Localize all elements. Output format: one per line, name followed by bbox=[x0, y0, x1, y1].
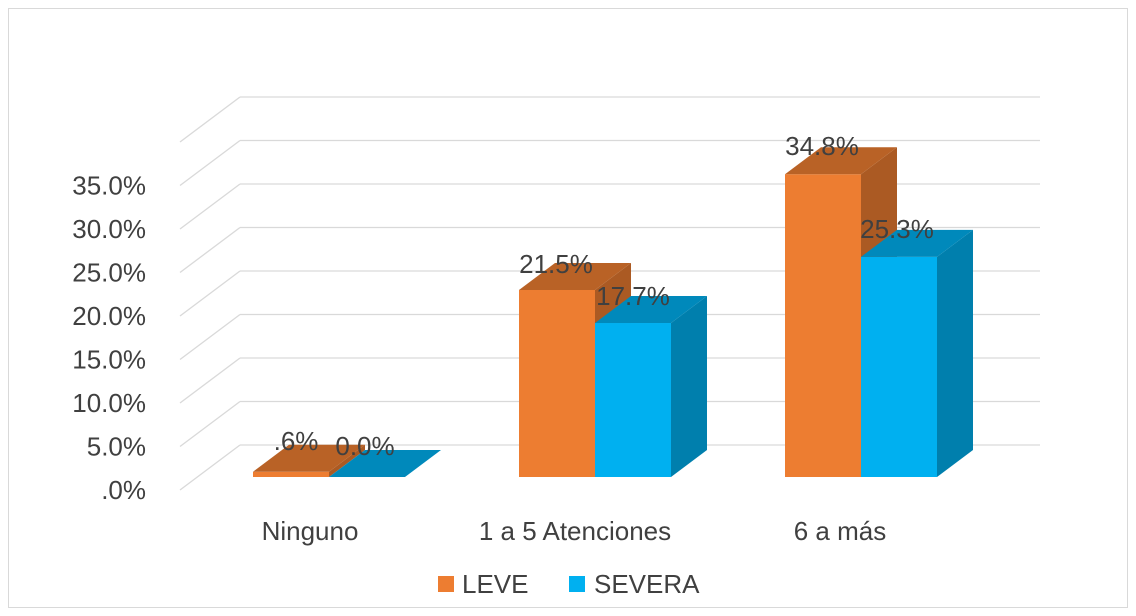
gridline-side bbox=[179, 183, 241, 230]
gridline-side bbox=[179, 96, 241, 143]
y-tick-label: 10.0% bbox=[72, 388, 146, 418]
y-tick-label: 20.0% bbox=[72, 301, 146, 331]
y-tick-label: 30.0% bbox=[72, 214, 146, 244]
x-category-label: 1 a 5 Atenciones bbox=[479, 516, 671, 546]
y-tick-label: .0% bbox=[101, 475, 146, 505]
gridline-side bbox=[179, 270, 241, 317]
x-category-label: 6 a más bbox=[794, 516, 887, 546]
y-tick-label: 5.0% bbox=[87, 432, 146, 462]
gridline-side bbox=[179, 139, 241, 187]
bar-top bbox=[329, 450, 441, 477]
y-tick-label: 15.0% bbox=[72, 345, 146, 375]
legend-swatch bbox=[569, 576, 585, 592]
bar-top bbox=[519, 262, 631, 290]
gridline-side bbox=[179, 357, 241, 404]
legend-label: SEVERA bbox=[594, 569, 700, 599]
y-tick-label: 35.0% bbox=[72, 171, 146, 201]
bar-front bbox=[253, 471, 329, 477]
y-tick-label: 25.0% bbox=[72, 258, 146, 288]
legend-label: LEVE bbox=[462, 569, 529, 599]
gridline-side bbox=[179, 444, 241, 491]
bar-front bbox=[785, 174, 861, 478]
legend-swatch bbox=[438, 576, 454, 592]
data-label: 21.5% bbox=[519, 249, 593, 279]
bar-front bbox=[595, 323, 671, 477]
bar-top bbox=[595, 296, 707, 324]
bar-top bbox=[861, 229, 973, 257]
gridline-side bbox=[179, 313, 241, 361]
data-label: 0.0% bbox=[335, 431, 394, 461]
bar-top bbox=[253, 444, 365, 472]
bar-front bbox=[519, 289, 595, 477]
data-label: .6% bbox=[274, 426, 319, 456]
bar-side bbox=[937, 229, 973, 477]
bar-side bbox=[671, 296, 707, 477]
data-label: 25.3% bbox=[860, 214, 934, 244]
gridline-side bbox=[179, 226, 241, 274]
data-label: 34.8% bbox=[785, 131, 859, 161]
x-category-label: Ninguno bbox=[262, 516, 359, 546]
bar-front bbox=[861, 256, 937, 477]
bar-side bbox=[329, 444, 365, 477]
gridline-side bbox=[179, 400, 241, 448]
bar-top bbox=[785, 147, 897, 175]
data-label: 17.7% bbox=[596, 281, 670, 311]
